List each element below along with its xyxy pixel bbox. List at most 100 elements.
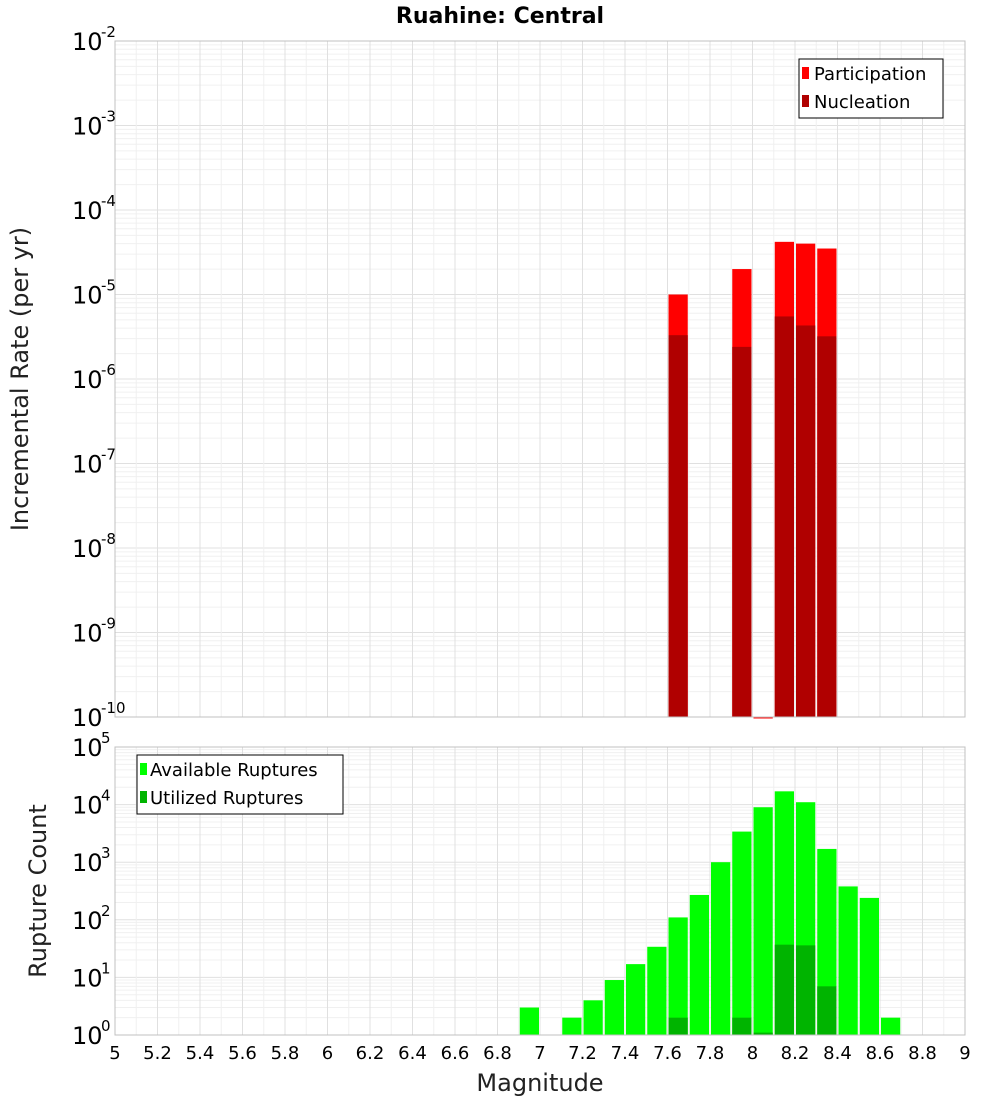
top-grid bbox=[114, 40, 966, 718]
x-tick-label: 6.2 bbox=[356, 1043, 385, 1064]
top-y-tick-base: 10 bbox=[72, 28, 103, 56]
x-axis-label: Magnitude bbox=[476, 1069, 603, 1097]
bottom-bar-available-ruptures bbox=[859, 897, 879, 1035]
top-y-tick-exponent: -10 bbox=[101, 699, 126, 717]
top-bar-participation bbox=[753, 717, 773, 719]
legend-swatch-utilized-ruptures bbox=[140, 791, 147, 803]
x-tick-label: 6.8 bbox=[483, 1043, 512, 1064]
top-y-tick-exponent: -7 bbox=[101, 446, 116, 464]
bottom-bar-utilized-ruptures bbox=[796, 945, 816, 1035]
bottom-legend: Available Ruptures Utilized Ruptures bbox=[136, 754, 344, 815]
top-y-tick-base: 10 bbox=[72, 704, 103, 732]
x-tick-label: 8.4 bbox=[823, 1043, 852, 1064]
top-y-tick-base: 10 bbox=[72, 535, 103, 563]
bottom-bar-available-ruptures bbox=[562, 1017, 582, 1035]
bottom-bar-available-ruptures bbox=[881, 1017, 901, 1035]
top-bar-nucleation bbox=[668, 335, 688, 717]
bottom-bar-available-ruptures bbox=[519, 1007, 539, 1035]
x-tick-label: 5.4 bbox=[186, 1043, 215, 1064]
bottom-bar-available-ruptures bbox=[604, 980, 624, 1035]
top-y-ticks: 10-210-310-410-510-610-710-810-910-10 bbox=[72, 23, 126, 732]
bottom-bars bbox=[519, 791, 901, 1035]
bottom-bar-available-ruptures bbox=[689, 894, 709, 1035]
top-legend: Participation Nucleation bbox=[798, 58, 944, 119]
top-y-tick-exponent: -6 bbox=[101, 361, 116, 379]
bottom-y-tick-base: 10 bbox=[72, 907, 103, 935]
bottom-bar-available-ruptures bbox=[583, 1000, 603, 1035]
bottom-bar-utilized-ruptures bbox=[753, 1032, 773, 1035]
x-tick-label: 9 bbox=[959, 1043, 970, 1064]
legend-swatch-available-ruptures bbox=[140, 763, 147, 775]
bottom-y-tick-base: 10 bbox=[72, 792, 103, 820]
bottom-y-axis-label: Rupture Count bbox=[24, 804, 52, 978]
x-tick-label: 5 bbox=[109, 1043, 120, 1064]
top-y-tick-exponent: -2 bbox=[101, 23, 116, 41]
bottom-bar-utilized-ruptures bbox=[668, 1017, 688, 1035]
top-bar-nucleation bbox=[774, 316, 794, 717]
legend-swatch-participation bbox=[802, 67, 809, 79]
bottom-bar-utilized-ruptures bbox=[774, 944, 794, 1035]
bottom-y-tick-base: 10 bbox=[72, 734, 103, 762]
top-y-tick-base: 10 bbox=[72, 282, 103, 310]
x-tick-label: 7.8 bbox=[696, 1043, 725, 1064]
top-bar-nucleation bbox=[796, 325, 816, 717]
top-y-tick-exponent: -8 bbox=[101, 530, 116, 548]
top-bars bbox=[668, 241, 837, 719]
bottom-legend-box bbox=[136, 754, 344, 815]
top-y-tick-exponent: -5 bbox=[101, 277, 116, 295]
bottom-y-tick-exponent: 1 bbox=[101, 959, 111, 977]
bottom-bar-utilized-ruptures bbox=[732, 1017, 752, 1035]
x-tick-label: 6.6 bbox=[441, 1043, 470, 1064]
bottom-y-tick-base: 10 bbox=[72, 849, 103, 877]
x-tick-label: 8.8 bbox=[908, 1043, 937, 1064]
bottom-y-tick-base: 10 bbox=[72, 964, 103, 992]
bottom-plot-frame bbox=[114, 746, 966, 1036]
x-tick-label: 6 bbox=[322, 1043, 333, 1064]
x-tick-label: 7.2 bbox=[568, 1043, 597, 1064]
top-y-tick-base: 10 bbox=[72, 451, 103, 479]
x-tick-label: 7 bbox=[534, 1043, 545, 1064]
top-bar-nucleation bbox=[817, 336, 837, 717]
top-y-tick-base: 10 bbox=[72, 620, 103, 648]
top-y-tick-exponent: -3 bbox=[101, 108, 116, 126]
bottom-bar-available-ruptures bbox=[753, 807, 773, 1035]
x-tick-label: 7.4 bbox=[611, 1043, 640, 1064]
top-bar-nucleation bbox=[732, 346, 752, 717]
legend-label-nucleation: Nucleation bbox=[814, 92, 910, 113]
x-tick-label: 8.2 bbox=[781, 1043, 810, 1064]
x-tick-label: 5.8 bbox=[271, 1043, 300, 1064]
bottom-y-tick-exponent: 3 bbox=[101, 844, 111, 862]
bottom-y-tick-exponent: 0 bbox=[101, 1017, 111, 1035]
bottom-y-tick-exponent: 5 bbox=[101, 729, 111, 747]
bottom-bar-utilized-ruptures bbox=[817, 986, 837, 1035]
bottom-bar-available-ruptures bbox=[668, 917, 688, 1035]
bottom-y-tick-base: 10 bbox=[72, 1022, 103, 1050]
bottom-y-tick-exponent: 2 bbox=[101, 902, 111, 920]
top-y-tick-exponent: -4 bbox=[101, 192, 116, 210]
x-tick-label: 6.4 bbox=[398, 1043, 427, 1064]
bottom-bar-available-ruptures bbox=[647, 946, 667, 1035]
bottom-bar-available-ruptures bbox=[732, 831, 752, 1035]
bottom-y-tick-exponent: 4 bbox=[101, 787, 111, 805]
top-y-tick-exponent: -9 bbox=[101, 615, 116, 633]
top-y-tick-base: 10 bbox=[72, 113, 103, 141]
x-tick-label: 5.6 bbox=[228, 1043, 257, 1064]
x-tick-label: 8 bbox=[747, 1043, 758, 1064]
x-tick-label: 5.2 bbox=[143, 1043, 172, 1064]
legend-label-utilized-ruptures: Utilized Ruptures bbox=[150, 788, 303, 809]
bottom-bar-available-ruptures bbox=[626, 964, 646, 1035]
x-ticks: 5 5.2 5.4 5.6 5.8 6 6.2 6.4 6.6 6.8 7 7.2 7.4 7.6 7.8 8… bbox=[109, 1043, 970, 1064]
top-y-tick-base: 10 bbox=[72, 197, 103, 225]
legend-swatch-nucleation bbox=[802, 95, 809, 107]
top-legend-box bbox=[798, 58, 944, 119]
x-tick-label: 7.6 bbox=[653, 1043, 682, 1064]
x-tick-label: 8.6 bbox=[866, 1043, 895, 1064]
top-plot-frame bbox=[114, 40, 966, 718]
bottom-bar-available-ruptures bbox=[711, 862, 731, 1035]
top-y-tick-base: 10 bbox=[72, 366, 103, 394]
top-y-axis-label: Incremental Rate (per yr) bbox=[6, 227, 34, 531]
legend-label-participation: Participation bbox=[814, 64, 926, 85]
legend-label-available-ruptures: Available Ruptures bbox=[150, 760, 318, 781]
